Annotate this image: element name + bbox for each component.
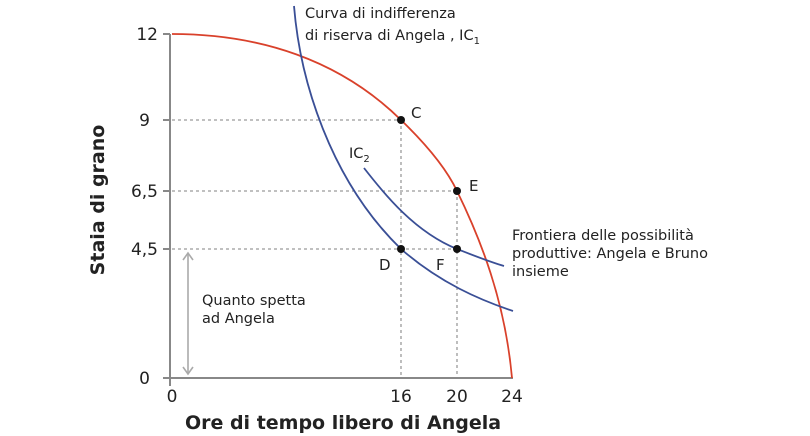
guide-lines <box>172 119 458 378</box>
y-tick-12: 12 <box>136 25 158 45</box>
x-tick-0: 0 <box>167 387 178 407</box>
points <box>397 116 461 253</box>
share-label-line1: Quanto spetta <box>202 293 306 309</box>
axes <box>163 33 513 386</box>
share-arrow <box>182 251 194 376</box>
label-d: D <box>379 256 391 274</box>
ic2-label: IC2 <box>349 146 370 165</box>
label-e: E <box>469 177 478 195</box>
ic1-curve <box>293 5 514 312</box>
label-c: C <box>411 104 421 122</box>
x-tick-20: 20 <box>446 387 468 407</box>
x-tick-24: 24 <box>501 387 523 407</box>
point-e <box>453 187 461 195</box>
x-axis-title: Ore di tempo libero di Angela <box>185 412 501 434</box>
share-label-line2: ad Angela <box>202 311 275 327</box>
y-tick-0: 0 <box>139 369 150 389</box>
ppf-curve <box>171 33 513 379</box>
point-f <box>453 245 461 253</box>
y-tick-65: 6,5 <box>131 182 158 202</box>
ic1-label-line2: di riserva di Angela , IC1 <box>305 28 480 47</box>
point-c <box>397 116 405 124</box>
ic1-label-line1: Curva di indifferenza <box>305 6 456 22</box>
label-f: F <box>436 256 445 274</box>
ppf-label-line2: produttive: Angela e Bruno <box>512 246 708 262</box>
ppf-label-line1: Frontiera delle possibilità <box>512 228 694 244</box>
x-tick-16: 16 <box>390 387 412 407</box>
ic2-curve <box>363 167 505 267</box>
ppf-label-line3: insieme <box>512 264 569 280</box>
y-tick-9: 9 <box>139 111 150 131</box>
y-axis-title: Staia di grano <box>87 125 109 276</box>
y-tick-45: 4,5 <box>131 240 158 260</box>
point-d <box>397 245 405 253</box>
